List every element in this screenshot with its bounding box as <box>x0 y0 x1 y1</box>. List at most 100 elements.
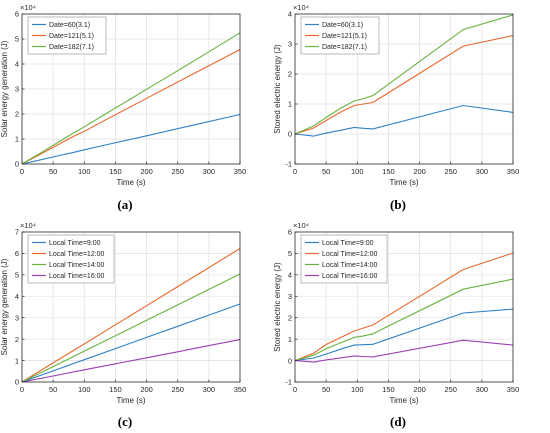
series-line-1 <box>294 104 514 137</box>
panel-a: 0 50 100 150 200 250 300 350 0 1 2 3 4 5 6×10⁴ Time (s)… <box>0 3 246 187</box>
series-line-3 <box>21 273 241 383</box>
series-line-3 <box>21 32 241 165</box>
x-tick-label: 200 <box>140 167 153 176</box>
series-line-2 <box>21 49 241 165</box>
y-tick-label: 3 <box>15 85 19 94</box>
legend-label-4: Local Time=16:00 <box>322 273 378 280</box>
legend-label-1: Local Time=9:00 <box>49 240 101 247</box>
x-tick-label: 200 <box>413 385 426 394</box>
y-tick-label: -1 <box>285 160 292 169</box>
y-axis-label: Stored electric energy (J) <box>273 262 282 352</box>
legend-label-1: Date=60(3.1) <box>49 22 90 29</box>
y-tick-label: 2 <box>288 70 292 79</box>
y-tick-label: 1 <box>288 335 292 344</box>
y-tick-label: -1 <box>285 378 292 387</box>
x-axis-label: Time (s) <box>389 396 418 405</box>
axis-exponent: ×10⁴ <box>293 221 309 230</box>
legend-label-3: Local Time=14:00 <box>322 262 378 269</box>
y-tick-label: 1 <box>15 356 19 365</box>
x-tick-label: 150 <box>382 385 395 394</box>
x-tick-label: 100 <box>78 167 91 176</box>
y-tick-label: 2 <box>15 110 19 119</box>
x-tick-label: 250 <box>444 167 457 176</box>
x-tick-label: 50 <box>322 167 330 176</box>
y-tick-label: 5 <box>288 249 292 258</box>
y-tick-label: 1 <box>15 135 19 144</box>
series-line-4 <box>21 339 241 383</box>
series-line-4 <box>294 339 514 363</box>
axes-frame <box>294 13 514 165</box>
series-line-1 <box>21 303 241 383</box>
x-tick-label: 150 <box>382 167 395 176</box>
x-tick-label: 300 <box>476 167 489 176</box>
y-tick-label: 6 <box>15 10 19 19</box>
caption-b: (b) <box>390 197 406 212</box>
series-line-2 <box>21 248 241 383</box>
x-axis-label: Time (s) <box>116 178 145 187</box>
legend-label-3: Local Time=14:00 <box>49 262 105 269</box>
x-tick-label: 350 <box>234 385 247 394</box>
series-line-3 <box>294 14 514 135</box>
legend: Local Time=9:00 Local Time=12:00 Local Tim… <box>27 234 115 284</box>
x-tick-label: 300 <box>203 385 216 394</box>
y-tick-label: 0 <box>288 356 292 365</box>
x-tick-label: 350 <box>507 385 520 394</box>
x-tick-label: 50 <box>322 385 330 394</box>
y-tick-label: 3 <box>288 40 292 49</box>
x-tick-label: 200 <box>140 385 153 394</box>
legend-label-4: Local Time=16:00 <box>49 273 105 280</box>
legend: Date=60(3.1) Date=121(5.1) Date=182(7.1) <box>300 16 380 55</box>
legend-label-1: Date=60(3.1) <box>322 22 363 29</box>
y-axis-label: Solar energy generation (J) <box>0 258 9 355</box>
axes-frame <box>294 231 514 383</box>
x-tick-label: 50 <box>49 167 57 176</box>
legend-label-3: Date=182(7.1) <box>49 44 94 51</box>
x-tick-label: 0 <box>293 167 297 176</box>
axis-exponent: ×10⁴ <box>20 221 36 230</box>
y-tick-label: 4 <box>288 271 292 280</box>
x-tick-label: 250 <box>171 167 184 176</box>
x-tick-label: 250 <box>171 385 184 394</box>
x-tick-label: 350 <box>234 167 247 176</box>
y-tick-label: 2 <box>288 313 292 322</box>
x-tick-label: 100 <box>351 167 364 176</box>
legend: Local Time=9:00 Local Time=12:00 Local Tim… <box>300 234 388 284</box>
x-tick-label: 0 <box>20 167 24 176</box>
x-tick-label: 50 <box>49 385 57 394</box>
x-tick-label: 200 <box>413 167 426 176</box>
series-line-1 <box>294 308 514 362</box>
y-tick-label: 0 <box>15 378 19 387</box>
panel-c: 0 50 100 150 200 250 300 350 0 1 2 3 4 5 6 7×10⁴ Time (s… <box>0 221 246 405</box>
axis-exponent: ×10⁴ <box>293 3 309 12</box>
x-tick-label: 300 <box>476 385 489 394</box>
x-tick-label: 250 <box>444 385 457 394</box>
y-axis-label: Stored electric energy (J) <box>273 44 282 134</box>
legend-label-2: Local Time=12:00 <box>49 251 105 258</box>
y-tick-label: 4 <box>15 60 19 69</box>
x-tick-label: 0 <box>293 385 297 394</box>
x-tick-label: 300 <box>203 167 216 176</box>
legend-label-1: Local Time=9:00 <box>322 240 374 247</box>
legend-label-3: Date=182(7.1) <box>322 44 367 51</box>
y-tick-label: 5 <box>15 271 19 280</box>
legend-label-2: Date=121(5.1) <box>322 33 367 40</box>
y-tick-label: 2 <box>15 335 19 344</box>
y-axis-label: Solar energy generation (J) <box>0 40 9 137</box>
series-line-3 <box>294 278 514 362</box>
y-tick-label: 4 <box>288 10 292 19</box>
x-tick-label: 150 <box>109 385 122 394</box>
x-tick-label: 150 <box>109 167 122 176</box>
y-tick-label: 3 <box>288 292 292 301</box>
y-tick-label: 6 <box>288 228 292 237</box>
y-tick-label: 5 <box>15 35 19 44</box>
x-axis-label: Time (s) <box>116 396 145 405</box>
axes-frame <box>21 231 241 383</box>
series-line-1 <box>21 113 241 165</box>
y-tick-label: 0 <box>15 160 19 169</box>
caption-d: (d) <box>390 414 406 429</box>
caption-c: (c) <box>118 414 132 429</box>
y-tick-label: 3 <box>15 313 19 322</box>
